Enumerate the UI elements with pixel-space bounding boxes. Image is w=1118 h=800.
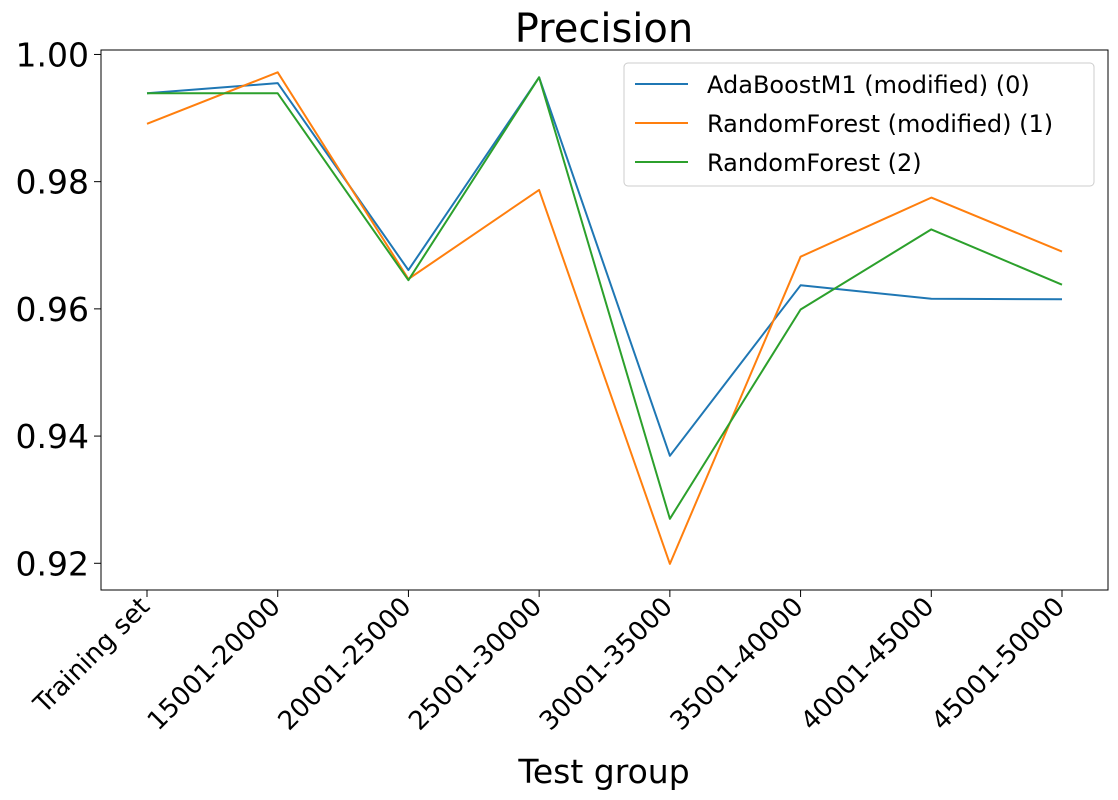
y-tick-label: 0.94	[16, 417, 89, 456]
series-line-0	[146, 76, 1063, 457]
x-tick-label: 15001-20000	[142, 592, 287, 737]
x-tick-label: Training set	[28, 592, 156, 720]
y-tick-label: 1.00	[16, 35, 89, 74]
legend-label-2: RandomForest (2)	[707, 149, 922, 177]
y-tick-label: 0.92	[16, 544, 89, 583]
plot-frame	[100, 49, 1109, 591]
x-axis-label: Test group	[517, 752, 689, 791]
legend-box	[623, 62, 1095, 187]
x-tick-label: 20001-25000	[273, 592, 418, 737]
series-line-1	[146, 71, 1063, 565]
x-tick-label: 25001-30000	[403, 592, 548, 737]
series-line-2	[147, 76, 1063, 520]
x-tick-label: 45001-50000	[926, 592, 1071, 737]
x-tick-label: 40001-45000	[795, 592, 940, 737]
legend-label-1: RandomForest (modified) (1)	[707, 110, 1053, 138]
chart-title: Precision	[515, 6, 693, 52]
y-tick-label: 0.96	[16, 290, 89, 329]
legend-label-0: AdaBoostM1 (modified) (0)	[707, 71, 1030, 99]
y-tick-label: 0.98	[16, 163, 89, 202]
x-tick-label: 35001-40000	[665, 592, 810, 737]
legend: AdaBoostM1 (modified) (0) RandomForest (m…	[623, 62, 1095, 187]
x-tick-label: 30001-35000	[534, 592, 679, 737]
